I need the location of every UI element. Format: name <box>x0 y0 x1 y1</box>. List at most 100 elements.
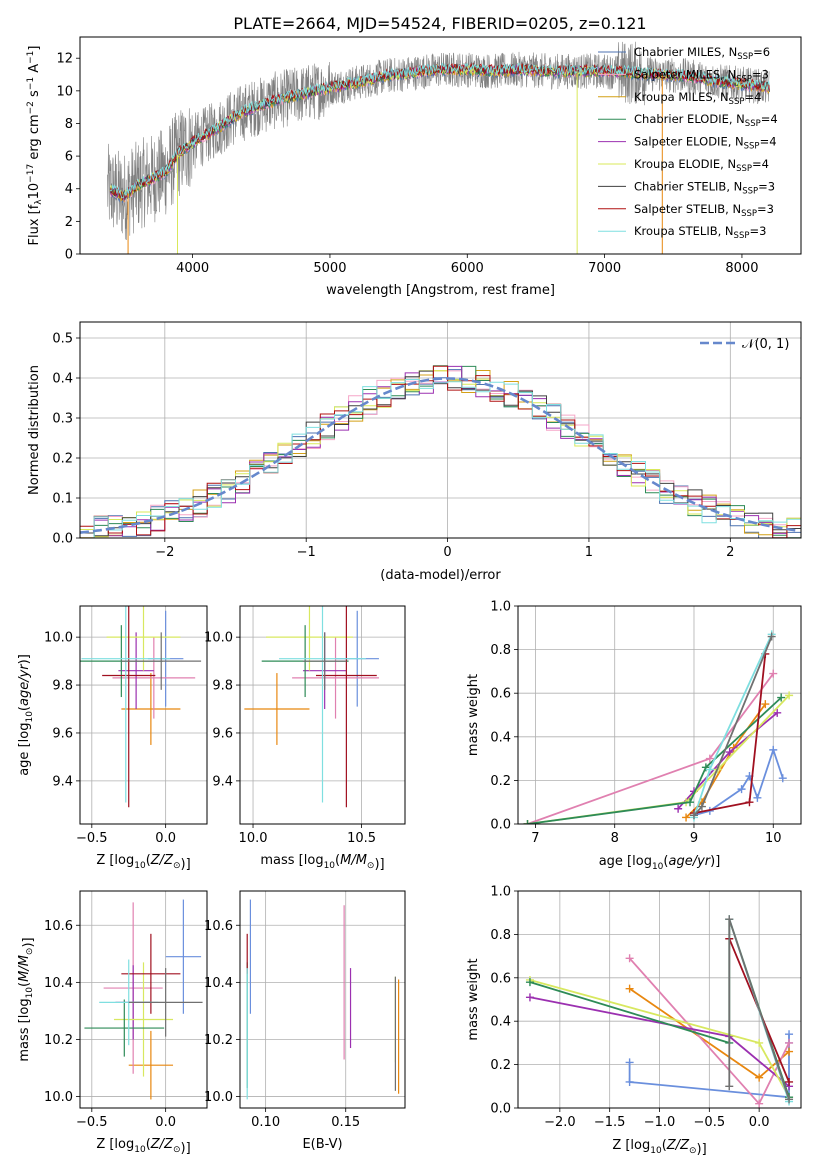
y-tick-label: 9.6 <box>212 726 233 741</box>
mass-weight-marker <box>725 1082 734 1091</box>
estimate-errorbar <box>128 1030 174 1100</box>
x-tick-label: 1 <box>585 545 593 560</box>
mass-weight-marker <box>525 993 534 1002</box>
y-tick-label: 10.6 <box>204 919 233 934</box>
mass-weight-marker <box>773 708 782 717</box>
y-tick-label: 9.8 <box>212 679 233 694</box>
x-tick-label: 7000 <box>588 261 621 276</box>
residuals-plot-area <box>80 365 801 538</box>
y-tick-label: 0.0 <box>52 532 73 547</box>
y-tick-label: 1.0 <box>490 885 511 900</box>
x-tick-label: −0.5 <box>76 1115 108 1130</box>
estimate-errorbar <box>121 632 202 690</box>
axis-label: mass [log10(M/M⊙)] <box>260 853 384 872</box>
x-tick-label: 10.5 <box>347 831 376 846</box>
y-tick-label: 12 <box>56 52 73 67</box>
y-tick-label: 0.8 <box>490 643 511 658</box>
y-tick-label: 8 <box>65 117 73 132</box>
mass-weight-marker <box>525 978 534 987</box>
mass-vs-Z-panel: −0.5 0.0 10.0 10.2 10.4 10.6 Z [log10(Z/Z⊙)] ma… <box>17 890 208 1156</box>
legend-entry: 𝒩(0, 1) <box>742 337 789 352</box>
mass-weight-marker <box>523 820 532 824</box>
mass-vs-ebv-axes: 0.10 0.15 10.0 10.2 10.4 10.6 E(B-V) <box>204 890 406 1152</box>
axes-frame <box>79 605 208 825</box>
x-tick-label: −0.5 <box>76 831 108 846</box>
axes-frame <box>239 605 406 825</box>
mass-vs-Z-plot-area <box>84 899 203 1100</box>
legend-entry: Chabrier ELODIE, NSSP=4 <box>634 112 778 129</box>
spectrum-legend: Chabrier MILES, NSSP=6 Salpeter MILES, NS… <box>598 45 778 241</box>
y-tick-label: 10.0 <box>44 1090 73 1105</box>
mass-weight-marker <box>785 1077 794 1086</box>
y-tick-label: 10 <box>56 84 73 99</box>
y-tick-label: 0.8 <box>490 928 511 943</box>
estimate-errorbar <box>121 673 181 745</box>
mass-weight-marker <box>785 1095 794 1104</box>
x-tick-label: −0.5 <box>694 1115 726 1130</box>
mass-weight-marker <box>778 774 787 783</box>
x-tick-label: 0.0 <box>155 1115 176 1130</box>
y-tick-label: 0.2 <box>490 1058 511 1073</box>
y-tick-label: 10.2 <box>204 1033 233 1048</box>
x-tick-label: −1 <box>297 545 316 560</box>
axes-frame <box>79 36 802 255</box>
x-tick-label: −2.0 <box>544 1115 576 1130</box>
figure-title: PLATE=2664, MJD=54524, FIBERID=0205, z=0… <box>233 14 646 33</box>
massweight-vs-Z-axes: −2.0 −1.5 −1.0 −0.5 0.0 0.0 0.2 0.4 0.6 0.8 1.0 mas… <box>466 885 802 1157</box>
x-tick-label: −1.5 <box>594 1115 626 1130</box>
estimate-errorbar <box>302 632 347 690</box>
age-vs-Z-plot-area <box>80 606 202 808</box>
mass-weight-marker <box>755 1073 764 1082</box>
x-tick-label: 0.0 <box>749 1115 770 1130</box>
y-tick-label: 1.0 <box>490 600 511 615</box>
mass-weight-marker <box>755 1038 764 1047</box>
y-axis-label: mass weight <box>466 674 481 756</box>
y-tick-label: 0.4 <box>52 372 73 387</box>
mass-vs-ebv-plot-area <box>246 899 400 1100</box>
x-tick-label: 2 <box>726 545 734 560</box>
legend-entry: Chabrier MILES, NSSP=6 <box>634 45 770 62</box>
spectrum-panel: 4000 5000 6000 7000 8000 0 2 4 6 8 10 12 Chabrier MI… <box>26 36 802 298</box>
mass-weight-marker <box>785 691 794 700</box>
mass-weight-marker <box>755 1099 764 1108</box>
x-tick-label: 4000 <box>176 261 209 276</box>
axis-label: Z [log10(Z/Z⊙)] <box>96 853 190 872</box>
axes-frame <box>79 321 802 539</box>
x-tick-label: 6000 <box>451 261 484 276</box>
mass-weight-marker <box>777 693 786 702</box>
y-axis-label: Normed distribution <box>27 365 42 495</box>
mass-weight-series <box>725 915 794 1104</box>
residuals-panel: −2 −1 0 1 2 0.0 0.1 0.2 0.3 0.4 0.5 𝒩(0, 1) (data-mo… <box>27 321 802 583</box>
massweight-vs-age-plot-area <box>523 630 794 824</box>
mass-weight-marker <box>785 1038 794 1047</box>
estimate-errorbar <box>118 632 154 710</box>
y-tick-label: 4 <box>65 182 73 197</box>
mass-vs-Z-axes: −0.5 0.0 10.0 10.2 10.4 10.6 Z [log10(Z/Z⊙)] ma… <box>17 890 208 1156</box>
y-tick-label: 0.1 <box>52 492 73 507</box>
mass-weight-marker <box>625 1058 634 1067</box>
mass-weight-marker <box>725 748 734 757</box>
estimate-errorbar <box>128 968 203 1037</box>
y-tick-label: 10.0 <box>44 631 73 646</box>
mass-weight-marker <box>697 802 706 811</box>
age-vs-Z-panel: −0.5 0.0 9.4 9.6 9.8 10.0 Z [log10(Z/Z⊙)] age [… <box>17 605 208 872</box>
estimate-errorbar <box>165 899 202 1014</box>
y-tick-label: 10.0 <box>204 631 233 646</box>
age-vs-mass-plot-area <box>244 606 379 808</box>
massweight-vs-Z-panel: −2.0 −1.5 −1.0 −0.5 0.0 0.0 0.2 0.4 0.6 0.8 1.0 mas… <box>466 885 802 1157</box>
mass-weight-marker <box>767 632 776 641</box>
y-tick-label: 10.0 <box>204 1090 233 1105</box>
y-tick-label: 0.5 <box>52 332 73 347</box>
axes-frame <box>517 890 802 1109</box>
x-tick-label: 0 <box>443 545 451 560</box>
y-axis-label: Flux [fλ10−17 erg cm−2 s−1 A−1] <box>26 46 44 246</box>
axis-label: Z [log10(Z/Z⊙)] <box>96 1137 190 1156</box>
mass-weight-marker <box>705 754 714 763</box>
axes-frame <box>79 890 208 1109</box>
x-axis-label: (data-model)/error <box>380 568 501 583</box>
mass-weight-marker <box>686 798 695 807</box>
x-tick-label: 0.15 <box>331 1115 360 1130</box>
mass-vs-ebv-panel: 0.10 0.15 10.0 10.2 10.4 10.6 E(B-V) <box>204 890 406 1152</box>
x-tick-label: 7 <box>531 831 539 846</box>
